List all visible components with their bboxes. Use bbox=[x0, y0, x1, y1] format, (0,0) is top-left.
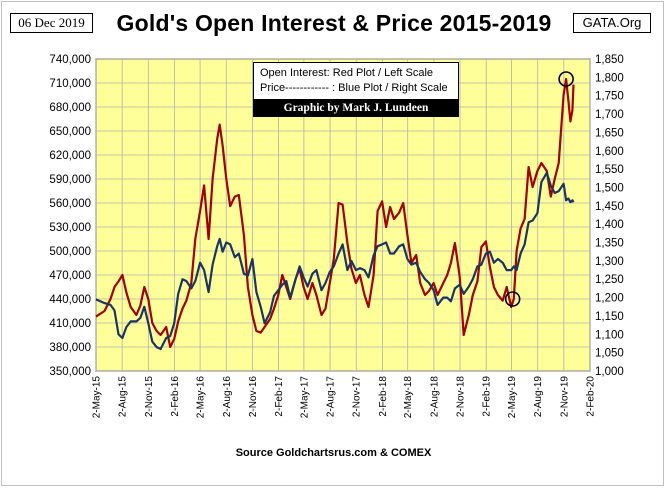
left-axis-tick-label: 500,000 bbox=[49, 246, 91, 258]
x-axis-tick-label: 2-Feb-17 bbox=[274, 376, 285, 417]
annotation-circle bbox=[504, 291, 521, 307]
x-axis-tick-label: 2-Aug-17 bbox=[326, 376, 337, 418]
left-axis-tick-label: 650,000 bbox=[49, 126, 91, 138]
x-axis-tick-label: 2-Aug-16 bbox=[222, 376, 233, 418]
site-label: GATA.Org bbox=[573, 13, 651, 33]
date-label: 06 Dec 2019 bbox=[10, 13, 93, 33]
x-axis-tick-label: 2-Nov-15 bbox=[144, 376, 155, 418]
right-axis-tick-label: 1,050 bbox=[595, 348, 624, 360]
right-axis-tick-label: 1,650 bbox=[595, 127, 624, 139]
right-axis-tick-label: 1,100 bbox=[595, 329, 624, 341]
source-label: Source Goldchartsrus.com & COMEX bbox=[235, 447, 432, 459]
x-axis-tick-label: 2-Feb-19 bbox=[482, 376, 493, 417]
x-axis-ticks: 2-May-15 2-Aug-15 2-Nov-15 2-Feb-16 2-May-16… bbox=[92, 376, 597, 419]
right-axis-tick-label: 1,500 bbox=[595, 182, 624, 194]
right-axis-tick-label: 1,800 bbox=[595, 72, 624, 84]
x-axis-tick-label: 2-Nov-18 bbox=[456, 376, 467, 418]
chart-title: Gold's Open Interest & Price 2015-2019 bbox=[116, 10, 552, 36]
right-axis-ticks: 1,000 1,050 1,100 1,150 1,200 1,250 1,300 1,350… bbox=[595, 54, 624, 378]
x-axis-tick-label: 2-Nov-19 bbox=[559, 376, 570, 418]
left-axis-tick-label: 680,000 bbox=[49, 102, 91, 114]
x-axis-tick-label: 2-May-16 bbox=[196, 376, 207, 419]
x-axis-tick-label: 2-Feb-20 bbox=[586, 376, 597, 417]
left-axis-tick-label: 440,000 bbox=[49, 294, 91, 306]
gridlines bbox=[95, 58, 591, 372]
left-axis-tick-label: 350,000 bbox=[49, 366, 91, 378]
annotation-circle bbox=[558, 71, 574, 87]
x-axis-tick-label: 2-Aug-18 bbox=[429, 376, 440, 418]
right-axis-tick-label: 1,550 bbox=[595, 164, 624, 176]
open-interest-line bbox=[95, 77, 575, 349]
left-axis-tick-label: 470,000 bbox=[49, 270, 91, 282]
x-axis-tick-label: 2-Feb-16 bbox=[170, 376, 181, 417]
left-axis-tick-label: 710,000 bbox=[49, 78, 91, 90]
left-axis-tick-label: 530,000 bbox=[49, 222, 91, 234]
right-axis-tick-label: 1,000 bbox=[595, 366, 624, 378]
x-axis-tick-label: 2-Feb-18 bbox=[378, 376, 389, 417]
right-axis-tick-label: 1,150 bbox=[595, 311, 624, 323]
x-axis-tick-label: 2-Nov-17 bbox=[352, 376, 363, 418]
right-axis-tick-label: 1,600 bbox=[595, 146, 624, 158]
annotations bbox=[504, 71, 574, 307]
x-axis-tick-label: 2-Aug-15 bbox=[118, 376, 129, 418]
right-axis-tick-label: 1,250 bbox=[595, 274, 624, 286]
left-axis-tick-label: 620,000 bbox=[49, 150, 91, 162]
left-axis-tick-label: 560,000 bbox=[49, 198, 91, 210]
left-axis-ticks: 350,000 380,000 410,000 440,000 470,000 500,0… bbox=[49, 54, 91, 378]
right-axis-tick-label: 1,300 bbox=[595, 256, 624, 268]
legend-open-interest: Open Interest: Red Plot / Left Scale bbox=[260, 67, 434, 79]
right-axis-tick-label: 1,850 bbox=[595, 54, 624, 66]
right-axis-tick-label: 1,700 bbox=[595, 109, 624, 121]
x-axis-tick-label: 2-Aug-19 bbox=[533, 376, 544, 418]
right-axis-tick-label: 1,350 bbox=[595, 238, 624, 250]
legend: Open Interest: Red Plot / Left Scale Pri… bbox=[253, 62, 459, 100]
right-axis-tick-label: 1,200 bbox=[595, 293, 624, 305]
x-axis-tick-label: 2-May-15 bbox=[92, 376, 103, 419]
series-lines bbox=[95, 77, 575, 351]
left-axis-tick-label: 410,000 bbox=[49, 318, 91, 330]
right-axis-tick-label: 1,750 bbox=[595, 91, 624, 103]
right-axis-tick-label: 1,400 bbox=[595, 219, 624, 231]
price-line bbox=[95, 171, 575, 351]
left-axis-tick-label: 740,000 bbox=[49, 54, 91, 66]
credit-label: Graphic by Mark J. Lundeen bbox=[253, 100, 459, 117]
left-axis-tick-label: 380,000 bbox=[49, 342, 91, 354]
legend-price: Price------------ : Blue Plot / Right Sc… bbox=[260, 82, 448, 94]
x-axis-tick-label: 2-May-18 bbox=[403, 376, 414, 419]
x-axis-tick-label: 2-Nov-16 bbox=[248, 376, 259, 418]
right-axis-tick-label: 1,450 bbox=[595, 201, 624, 213]
left-axis-tick-label: 590,000 bbox=[49, 174, 91, 186]
x-axis-tick-label: 2-May-19 bbox=[507, 376, 518, 419]
x-axis-tick-label: 2-May-17 bbox=[299, 376, 310, 419]
